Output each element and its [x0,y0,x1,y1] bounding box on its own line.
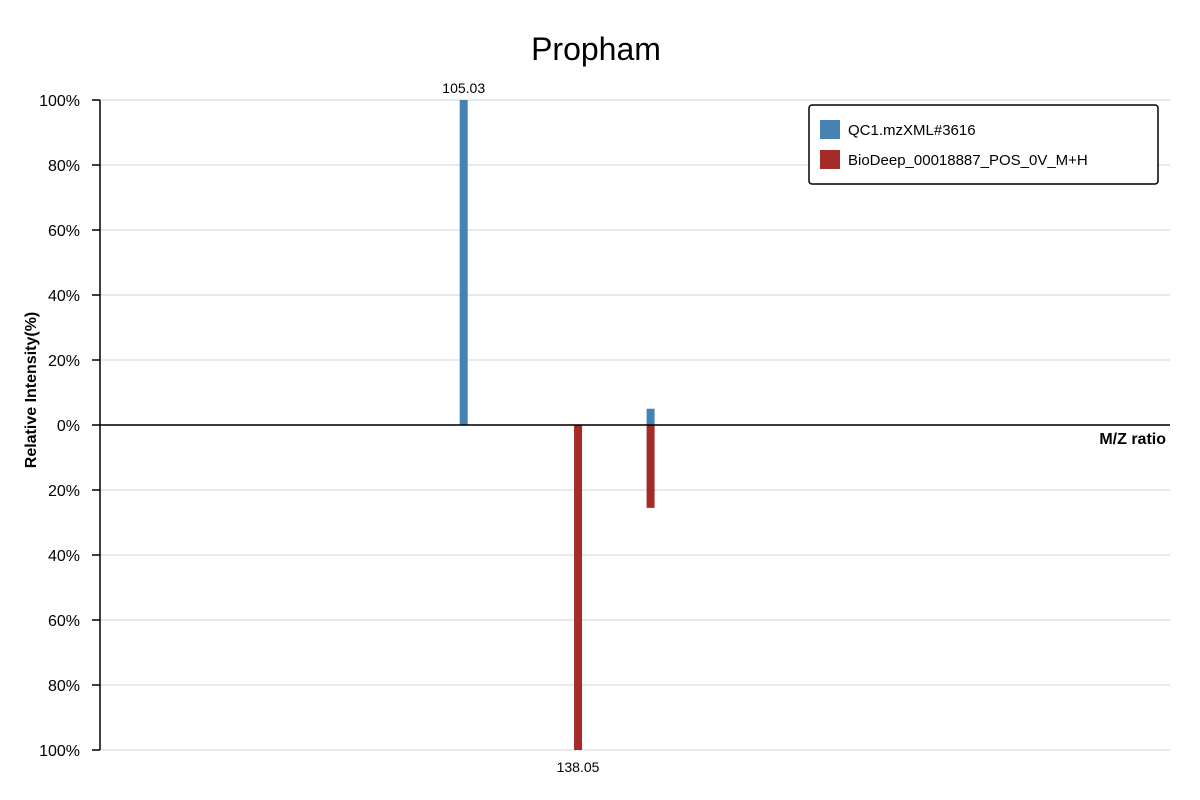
chart-title: Propham [531,31,661,67]
y-tick-label: 20% [48,483,80,500]
peak-label: 138.05 [557,759,600,775]
legend-swatch-series-2 [820,150,840,169]
y-tick-label: 60% [48,223,80,240]
y-tick-label: 80% [48,678,80,695]
peak-bar [574,425,583,750]
axes [99,100,1170,750]
y-tick-label: 100% [39,743,80,760]
peak-labels: 105.03 138.05 [442,80,599,775]
peak-bar [646,408,655,425]
legend-label-series-2: BioDeep_00018887_POS_0V_M+H [848,152,1088,169]
legend-label-series-1: QC1.mzXML#3616 [848,122,976,139]
y-tick-label: 60% [48,613,80,630]
y-tick-label: 40% [48,288,80,305]
y-tick-label: 100% [39,93,80,110]
y-tick-label: 40% [48,548,80,565]
peak-label: 105.03 [442,80,485,96]
y-tick-labels: 100% 80% 60% 40% 20% 0% 20% 40% 60% 80% 100% [39,93,100,760]
legend-swatch-series-1 [820,120,840,139]
legend: QC1.mzXML#3616 BioDeep_00018887_POS_0V_M… [808,104,1159,185]
peak-bar [646,425,655,508]
spectrum-bars [459,100,655,750]
legend-box [808,104,1159,185]
y-tick-label: 0% [57,418,80,435]
y-tick-label: 80% [48,158,80,175]
peak-bar [459,100,468,425]
x-axis-label: M/Z ratio [1099,431,1166,448]
y-tick-label: 20% [48,353,80,370]
y-axis-label: Relative Intensity(%) [23,312,40,468]
